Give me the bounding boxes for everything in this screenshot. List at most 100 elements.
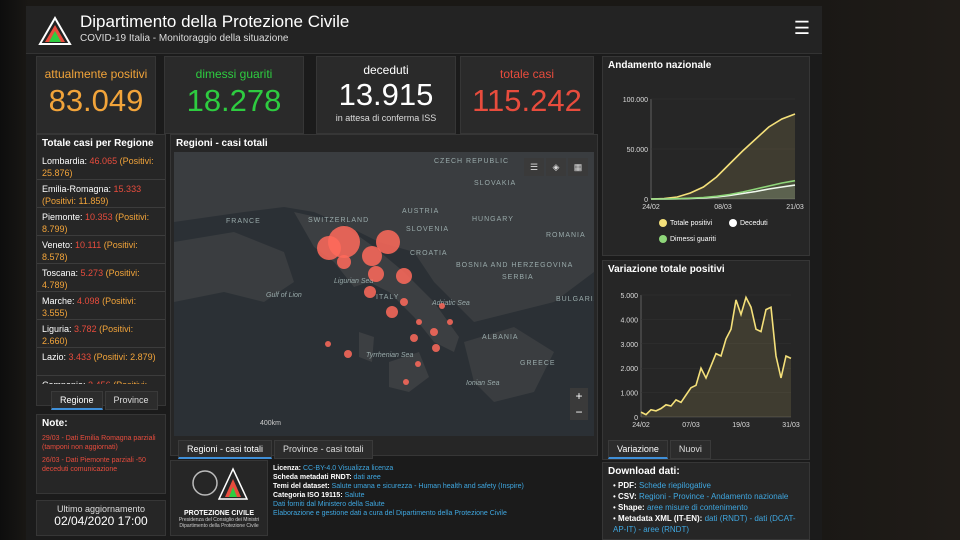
region-item[interactable]: Piemonte: 10.353 (Positivi: 8.799) [37, 208, 165, 236]
tab-province-casi[interactable]: Province - casi totali [274, 440, 373, 459]
license-line: Licenza: CC-BY-4.0 Visualizza licenza [273, 464, 587, 473]
region-name: Campania: [42, 380, 86, 384]
license-block: Licenza: CC-BY-4.0 Visualizza licenza Sch… [273, 464, 587, 518]
kpi-totale-casi: totale casi 115.242 [460, 56, 594, 134]
kpi-label: totale casi [499, 67, 555, 81]
chart-andamento-panel: Andamento nazionale 0 50.000 100.000 24/02 0… [602, 56, 810, 256]
tab-variazione[interactable]: Variazione [608, 440, 668, 459]
license-link[interactable]: (Inspire) [498, 483, 524, 490]
case-bubble[interactable] [430, 328, 438, 336]
tab-province[interactable]: Province [104, 391, 158, 410]
license-value[interactable]: Salute umana e sicurezza - Human health … [331, 483, 497, 490]
region-positivi: (Positivi: 3.555) [42, 296, 137, 318]
map-view[interactable]: CZECH REPUBLIC SLOVAKIA FRANCE SWITZERLAND A… [174, 152, 594, 436]
case-bubble[interactable] [432, 344, 440, 352]
case-bubble[interactable] [410, 334, 418, 342]
license-line: Temi del dataset: Salute umana e sicurez… [273, 482, 587, 491]
update-panel: Ultimo aggiornamento 02/04/2020 17:00 [36, 500, 166, 536]
region-item[interactable]: Liguria: 3.782 (Positivi: 2.660) [37, 320, 165, 348]
hamburger-menu-icon[interactable]: ☰ [793, 18, 810, 38]
regions-list[interactable]: Lombardia: 46.065 (Positivi: 25.876) Emil… [37, 152, 165, 384]
region-item[interactable]: Campania: 2.456 (Positivi: [37, 376, 165, 384]
series-area [651, 180, 795, 199]
map-scale: 400km [260, 420, 282, 427]
header-bar: Dipartimento della Protezione Civile COV… [26, 6, 822, 54]
case-bubble[interactable] [364, 286, 376, 298]
case-bubble[interactable] [376, 230, 400, 254]
series-line [650, 113, 796, 200]
license-value[interactable]: Salute [344, 492, 365, 499]
case-bubble[interactable] [386, 306, 398, 318]
case-bubble[interactable] [368, 266, 384, 282]
grid-icon[interactable]: ▦ [568, 158, 588, 176]
region-item[interactable]: Lazio: 3.433 (Positivi: 2.879) [37, 348, 165, 376]
case-bubble[interactable] [317, 236, 341, 260]
download-item: • Shape: aree misure di contenimento [613, 503, 748, 512]
case-bubble[interactable] [362, 246, 382, 266]
region-item[interactable]: Emilia-Romagna: 15.333 (Positivi: 11.859… [37, 180, 165, 208]
download-link[interactable]: Schede riepilogative [638, 481, 711, 490]
y-tick-label: 2.000 [620, 366, 638, 373]
region-item[interactable]: Lombardia: 46.065 (Positivi: 25.876) [37, 152, 165, 180]
license-value[interactable]: Elaborazione e gestione dati a cura del … [273, 510, 507, 517]
legend-dimessi-guariti[interactable]: Dimessi guariti [659, 235, 716, 243]
region-name: Piemonte: [42, 212, 83, 222]
legend-label: Dimessi guariti [670, 235, 716, 243]
region-item[interactable]: Veneto: 10.111 (Positivi: 8.578) [37, 236, 165, 264]
map-label: SLOVENIA [406, 226, 450, 233]
case-bubble[interactable] [344, 350, 352, 358]
region-positivi: (Positivi: 25.876) [42, 156, 154, 178]
case-bubble[interactable] [415, 361, 421, 367]
download-key: CSV: [618, 492, 637, 501]
case-bubble[interactable] [325, 341, 331, 347]
download-link[interactable]: dati (RNDT) - dati (DCAT-AP-IT) - aree (… [613, 514, 796, 534]
x-tick-label: 31/03 [782, 422, 800, 429]
region-name: Marche: [42, 296, 75, 306]
tab-nuovi[interactable]: Nuovi [669, 440, 711, 459]
kpi-value: 13.915 [338, 77, 434, 112]
zoom-in-button[interactable]: + [575, 389, 583, 403]
tab-regione[interactable]: Regione [51, 391, 103, 410]
legend-deceduti[interactable]: Deceduti [729, 219, 768, 227]
case-bubble[interactable] [396, 268, 412, 284]
dashboard-screen: Dipartimento della Protezione Civile COV… [26, 6, 822, 540]
x-tick-label: 07/03 [682, 422, 700, 429]
case-bubble[interactable] [400, 298, 408, 306]
case-bubble[interactable] [416, 319, 422, 325]
regions-panel: Totale casi per Regione Lombardia: 46.06… [36, 134, 166, 410]
notes-title: Note: [42, 418, 68, 429]
legend-totale-positivi[interactable]: Totale positivi [659, 219, 712, 227]
region-cases: 10.353 [85, 212, 113, 222]
regions-tabs: Regione Province [51, 391, 158, 410]
tab-regioni-casi[interactable]: Regioni - casi totali [178, 440, 273, 459]
license-value[interactable]: dati [353, 474, 365, 481]
case-bubble[interactable] [403, 379, 409, 385]
region-positivi: (Positivi: [113, 380, 147, 384]
layers-icon[interactable]: ◈ [546, 158, 566, 176]
download-title: Download dati: [608, 466, 680, 477]
license-link[interactable]: aree [366, 474, 381, 481]
license-value[interactable]: CC-BY-4.0 [302, 465, 337, 472]
case-bubble[interactable] [447, 319, 453, 325]
chart-variazione-panel: Variazione totale positivi 0 1.000 2.000 3.… [602, 260, 810, 460]
license-link[interactable]: Visualizza licenza [338, 465, 394, 472]
download-item: • CSV: Regioni - Province - Andamento na… [613, 492, 789, 501]
y-tick-label: 100.000 [623, 97, 648, 104]
license-value[interactable]: Dati forniti dal Ministero della Salute [273, 501, 385, 508]
map-label: CROATIA [410, 250, 448, 257]
series-line [640, 295, 792, 416]
case-bubble[interactable] [337, 255, 351, 269]
map-label: Gulf of Lion [266, 292, 302, 299]
x-tick-label: 08/03 [714, 204, 732, 211]
x-tick-label: 24/02 [642, 204, 660, 211]
download-link[interactable]: Regioni - Province - Andamento nazionale [638, 492, 789, 501]
chart-variazione: 0 1.000 2.000 3.000 4.000 5.000 24/02 07/03 19/0… [620, 293, 800, 429]
region-item[interactable]: Toscana: 5.273 (Positivi: 4.789) [37, 264, 165, 292]
list-icon[interactable]: ☰ [524, 158, 544, 176]
region-item[interactable]: Marche: 4.098 (Positivi: 3.555) [37, 292, 165, 320]
x-tick-label: 24/02 [632, 422, 650, 429]
zoom-out-button[interactable]: − [575, 405, 583, 419]
download-link[interactable]: aree misure di contenimento [646, 503, 748, 512]
download-key: PDF: [618, 481, 637, 490]
case-bubble[interactable] [439, 303, 445, 309]
